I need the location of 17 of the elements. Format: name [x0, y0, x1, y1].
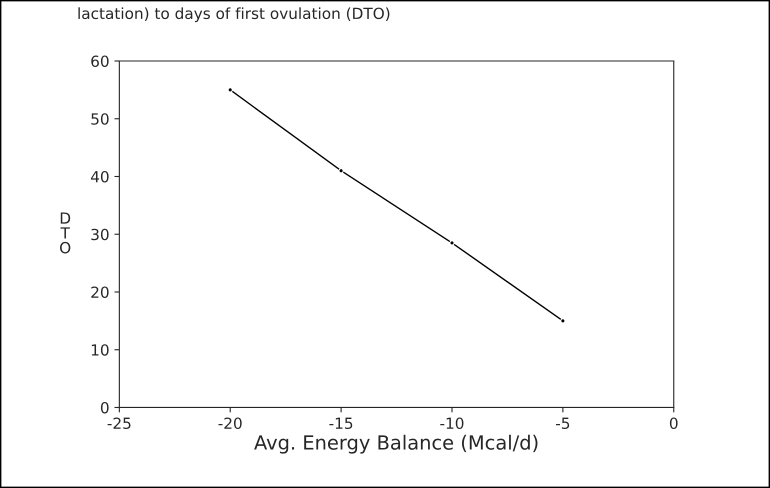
text: lactation) to days of first ovulation (DTO)	[78, 7, 390, 22]
y-tick-label: 0	[100, 402, 109, 414]
y-tick-label: 50	[91, 113, 109, 125]
x-axis-title: Avg. Energy Balance (Mcal/d)	[254, 434, 538, 454]
y-tick-label: 40	[90, 170, 109, 183]
y-tick-label: 30	[91, 228, 109, 240]
x-tick-label: -20	[218, 417, 242, 430]
y-tick-label: 10	[92, 344, 109, 356]
x-tick-label: -15	[329, 418, 352, 430]
y-axis-title: D T O	[60, 212, 70, 254]
y-tick-label: 60	[91, 55, 109, 68]
x-tick-label: -5	[556, 418, 570, 430]
x-tick-label: -10	[440, 417, 464, 430]
y-tick-label: 20	[91, 286, 109, 298]
x-tick-label: 0	[670, 417, 678, 430]
point	[338, 168, 344, 174]
x-tick-label: -25	[108, 417, 130, 430]
